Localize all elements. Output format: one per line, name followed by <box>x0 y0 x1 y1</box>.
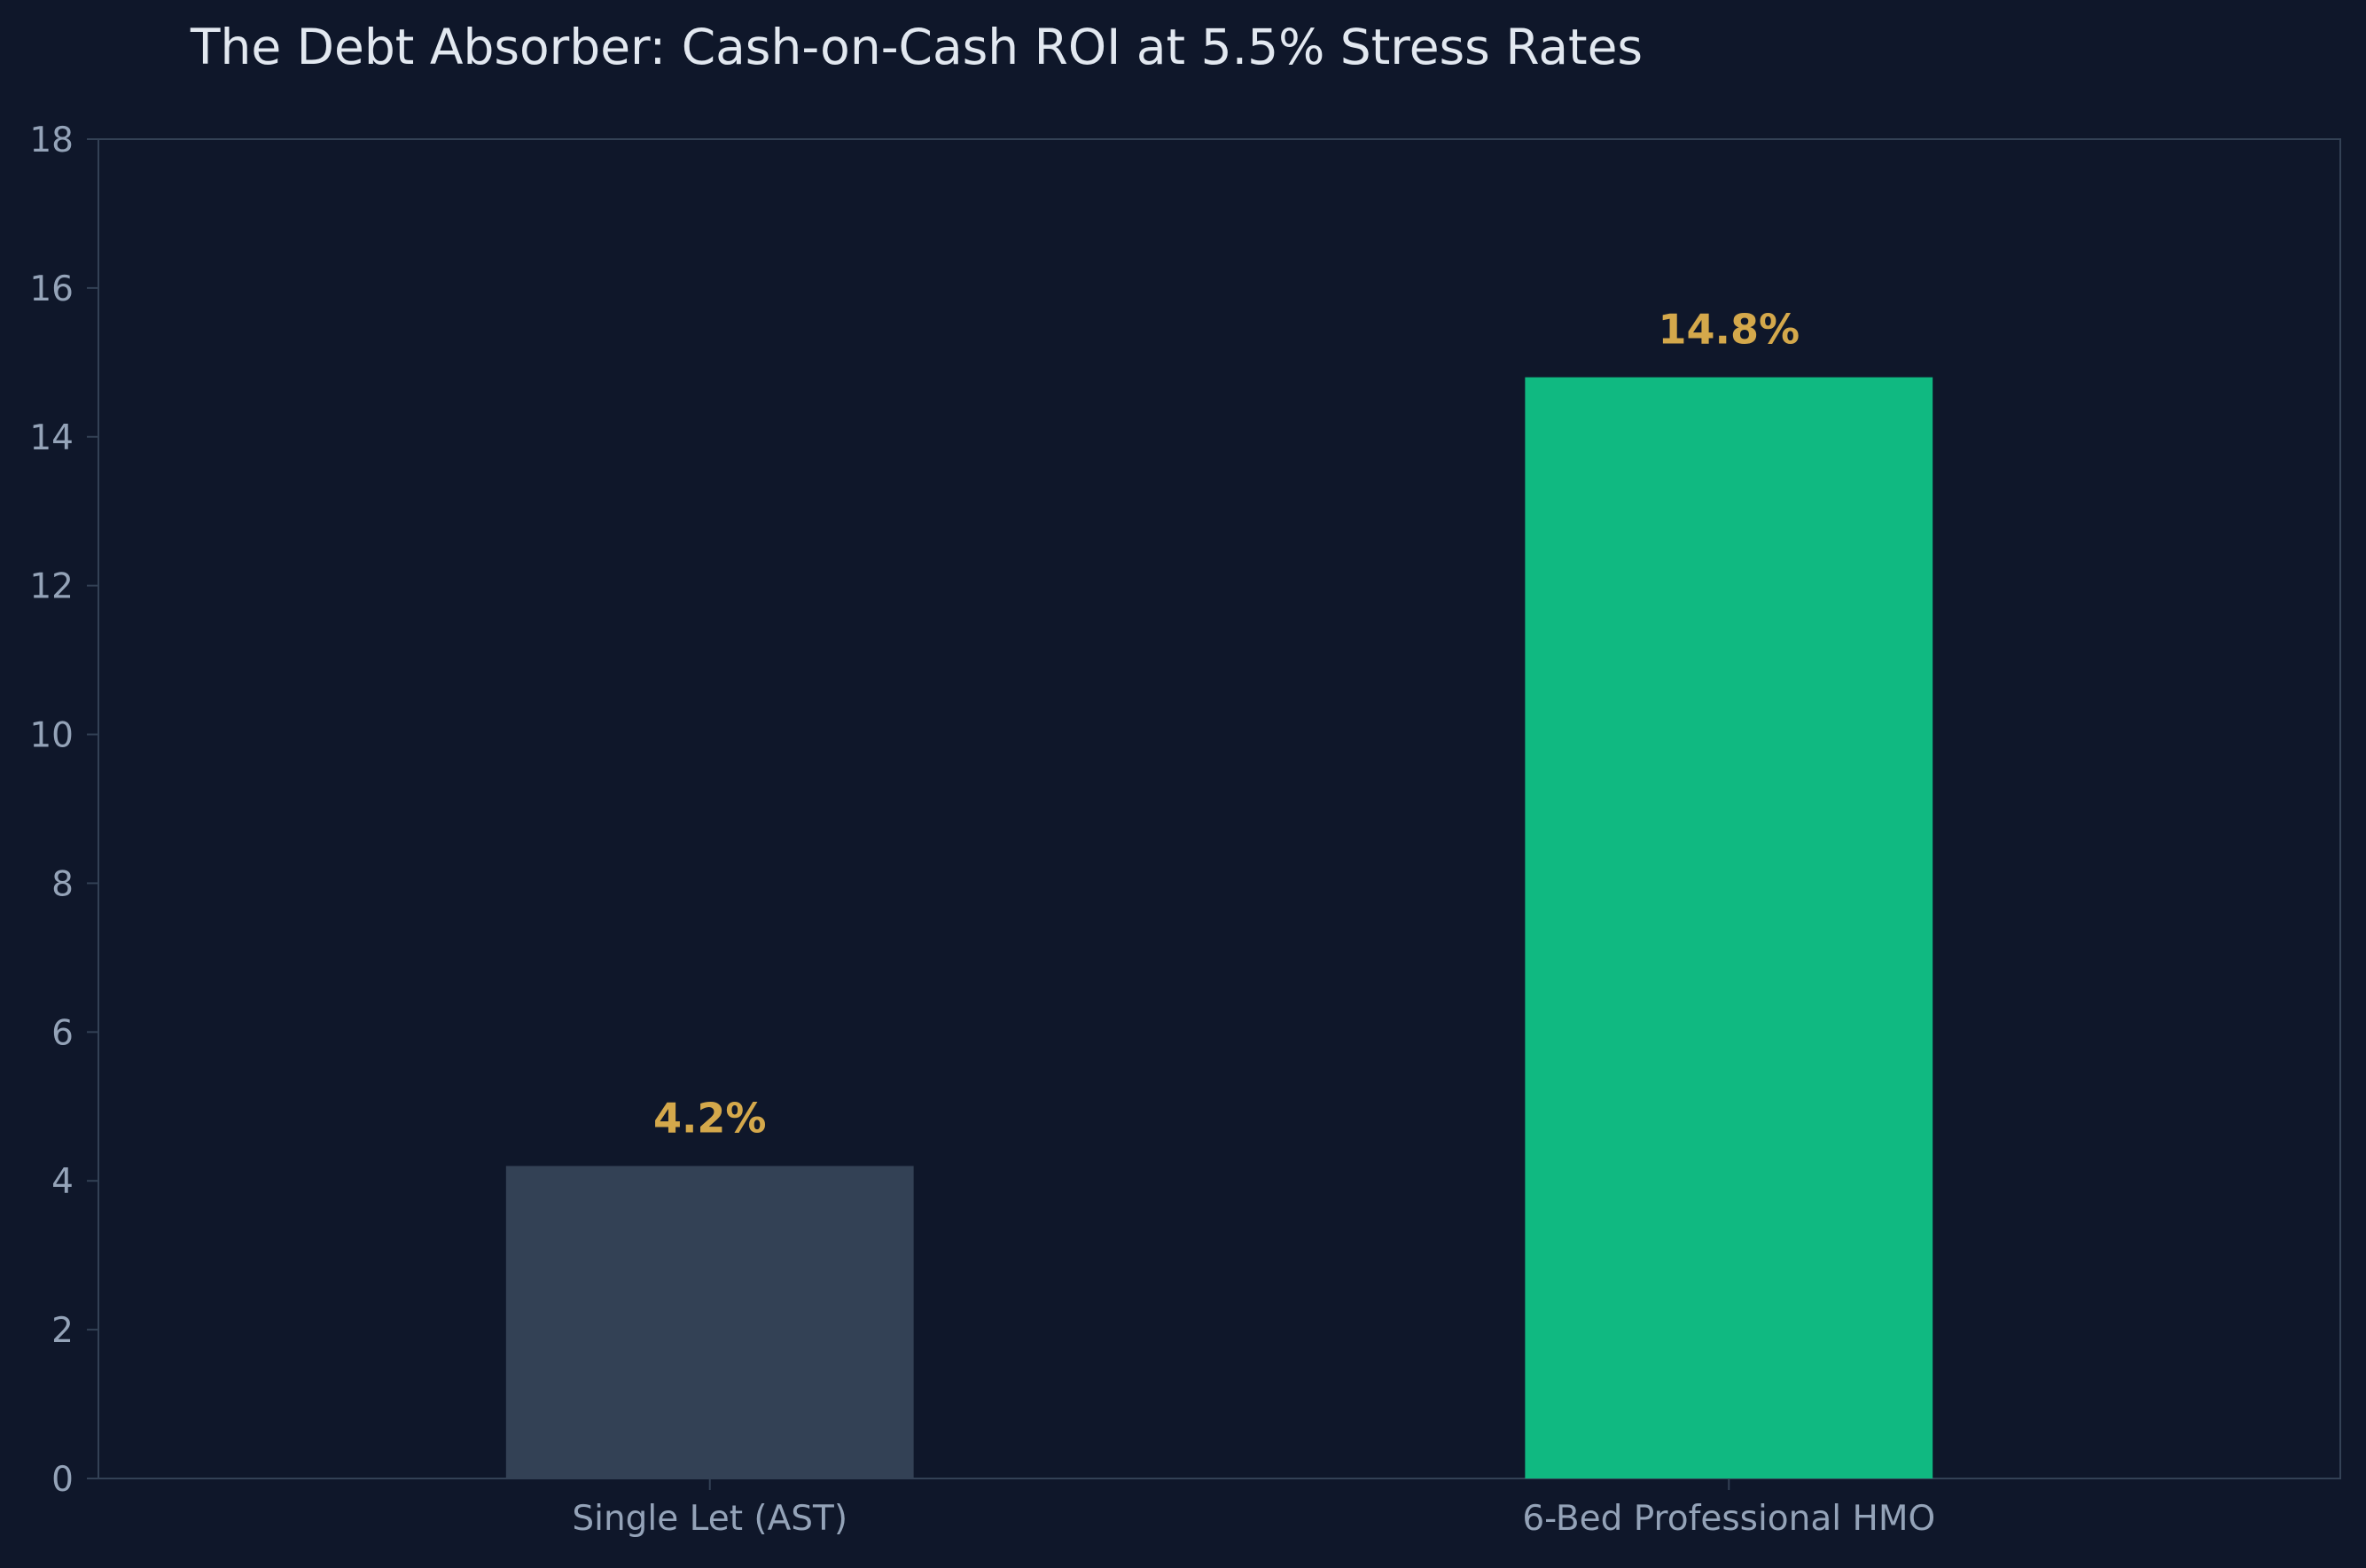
plot-border <box>98 138 2341 1479</box>
y-tick-label: 8 <box>51 864 74 904</box>
plot-frame <box>98 138 2341 1479</box>
y-tick-label: 2 <box>51 1311 74 1351</box>
x-axis: Single Let (AST) 6-Bed Professional HMO <box>572 1478 1935 1539</box>
bar <box>505 1166 914 1478</box>
y-tick-label: 16 <box>29 269 74 309</box>
x-tick-label: Single Let (AST) <box>572 1499 847 1539</box>
y-tick-label: 4 <box>51 1162 74 1202</box>
y-tick-label: 10 <box>29 716 74 756</box>
bar-value-label: 4.2% <box>653 1094 767 1142</box>
y-tick-label: 14 <box>29 418 74 458</box>
bar <box>1525 377 1933 1479</box>
x-tick-label: 6-Bed Professional HMO <box>1522 1499 1935 1539</box>
chart-title: The Debt Absorber: Cash-on-Cash ROI at 5… <box>190 19 1643 75</box>
y-axis: 0 2 4 6 8 10 12 14 16 18 <box>29 121 98 1500</box>
y-tick-label: 18 <box>29 121 74 160</box>
y-tick-label: 6 <box>51 1013 74 1053</box>
bar-value-label: 14.8% <box>1658 306 1800 354</box>
data-labels: 4.2% 14.8% <box>653 306 1800 1143</box>
y-tick-label: 12 <box>29 567 74 607</box>
bars <box>505 377 1933 1479</box>
y-tick-label: 0 <box>51 1460 74 1500</box>
